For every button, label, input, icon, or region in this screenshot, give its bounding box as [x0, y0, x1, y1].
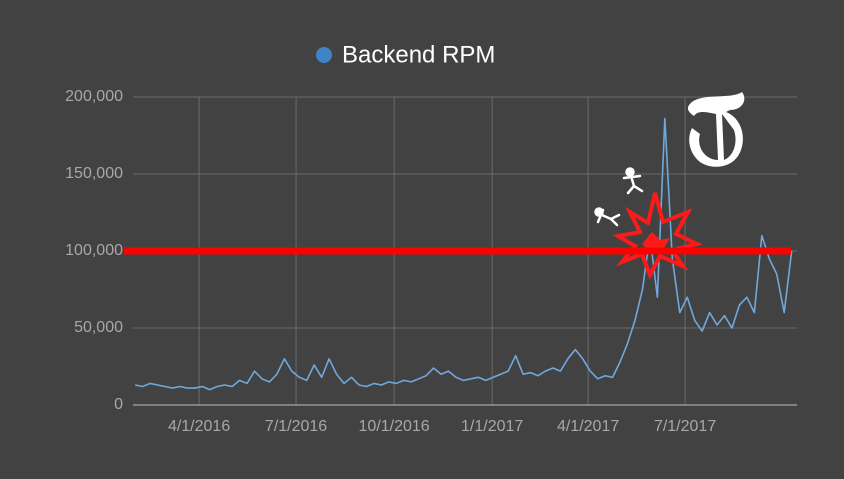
plot	[134, 117, 793, 391]
y-tick-label: 200,000	[65, 88, 123, 105]
x-tick-label: 7/1/2016	[265, 418, 327, 435]
data-line	[134, 117, 793, 391]
x-tick-label: 7/1/2017	[654, 418, 716, 435]
legend-label: Backend RPM	[342, 41, 495, 68]
x-tick-label: 4/1/2017	[557, 418, 619, 435]
x-tick-label: 4/1/2016	[168, 418, 230, 435]
decoration	[594, 92, 745, 280]
y-tick-label: 100,000	[65, 242, 123, 259]
falling-figure	[622, 167, 644, 195]
falling-figure	[594, 207, 621, 227]
legend: Backend RPM	[316, 41, 495, 68]
y-tick-label: 0	[114, 396, 123, 413]
legend-marker	[316, 47, 332, 63]
x-tick-label: 1/1/2017	[461, 418, 523, 435]
y-tick-label: 150,000	[65, 165, 123, 182]
explosion-core	[642, 232, 670, 252]
x-tick-label: 10/1/2016	[359, 418, 430, 435]
logo	[687, 92, 745, 167]
explosion	[612, 192, 703, 280]
y-tick-label: 50,000	[74, 319, 123, 336]
